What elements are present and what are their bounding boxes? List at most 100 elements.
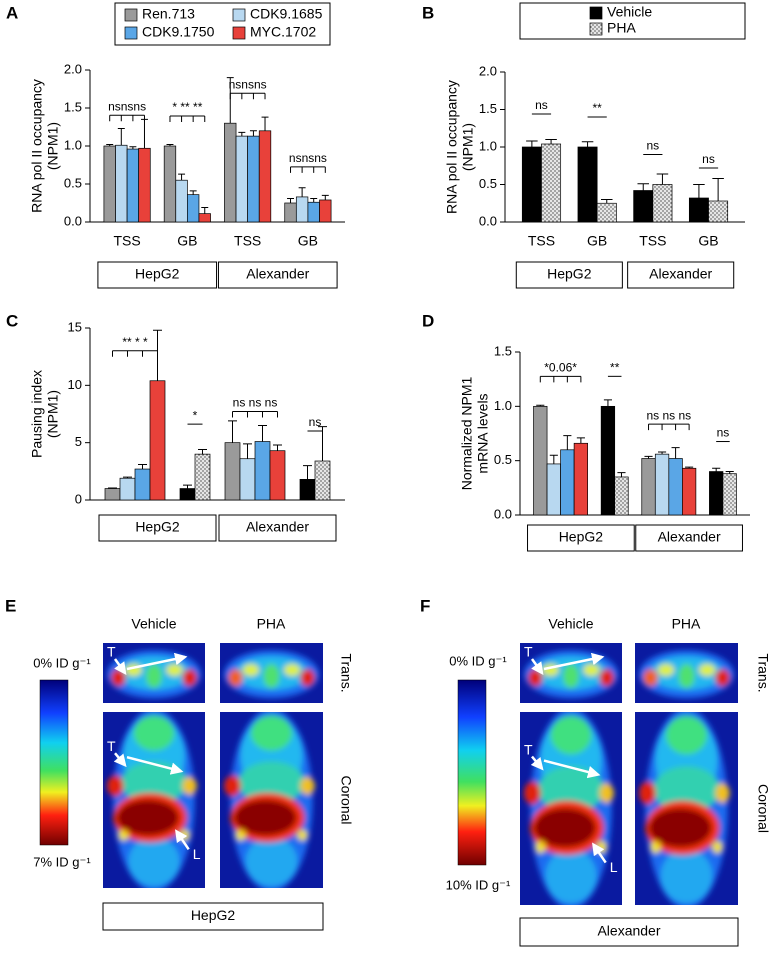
scan-signal bbox=[562, 664, 580, 688]
x-tick-label: TSS bbox=[113, 233, 140, 249]
error-bar bbox=[106, 143, 114, 146]
y-tick-label: 15 bbox=[68, 319, 82, 334]
error-bar bbox=[321, 194, 329, 200]
scan-image bbox=[107, 650, 201, 699]
legend-swatch bbox=[124, 26, 138, 40]
bar bbox=[307, 201, 320, 223]
bar bbox=[709, 471, 724, 516]
significance-label: ** bbox=[610, 361, 620, 375]
significance-label: ** * * bbox=[122, 335, 148, 349]
significance-bracket bbox=[109, 114, 145, 122]
bar bbox=[708, 200, 729, 223]
panel-letter: B bbox=[422, 3, 434, 22]
error-bar bbox=[226, 77, 234, 124]
group-label: Alexander bbox=[246, 266, 309, 282]
group-box bbox=[519, 917, 739, 947]
scan-signal bbox=[650, 841, 661, 853]
significance-bracket bbox=[290, 166, 326, 173]
error-bar bbox=[238, 131, 246, 137]
scan-signal bbox=[242, 664, 260, 676]
bar bbox=[198, 213, 211, 223]
error-bar bbox=[637, 183, 649, 191]
panel-letter: E bbox=[5, 596, 16, 615]
group-box bbox=[627, 261, 735, 289]
column-label: PHA bbox=[257, 616, 286, 632]
significance-label: ns bbox=[717, 426, 730, 440]
annotation: T bbox=[107, 644, 116, 660]
group-label: Alexander bbox=[246, 519, 309, 535]
bar bbox=[247, 135, 260, 223]
legend-swatch bbox=[232, 8, 246, 22]
error-bar bbox=[141, 118, 148, 149]
scan-signal bbox=[245, 836, 298, 887]
group-label: HepG2 bbox=[135, 266, 180, 282]
error-bar bbox=[129, 146, 137, 150]
error-bar bbox=[123, 476, 132, 479]
error-bar bbox=[249, 130, 257, 137]
scan-image bbox=[224, 650, 319, 699]
bar bbox=[641, 458, 656, 516]
y-tick-label: 10 bbox=[68, 377, 82, 392]
scan-signal bbox=[238, 761, 305, 804]
group-box bbox=[102, 902, 324, 931]
significance-bracket bbox=[539, 375, 582, 383]
legend-label: Vehicle bbox=[607, 4, 652, 20]
bar bbox=[126, 148, 140, 223]
error-bar bbox=[201, 207, 209, 214]
group-label: HepG2 bbox=[547, 266, 592, 282]
error-bar bbox=[273, 444, 282, 451]
significance-bracket bbox=[229, 92, 266, 100]
scan-signal bbox=[235, 829, 246, 841]
scan-signal bbox=[643, 669, 658, 687]
x-tick-label: GB bbox=[177, 233, 197, 249]
y-tick-label: 2.0 bbox=[479, 63, 497, 78]
error-bar bbox=[258, 424, 267, 442]
error-bar bbox=[303, 465, 312, 480]
arrow bbox=[530, 658, 544, 676]
bar bbox=[104, 488, 121, 501]
y-axis-label: (NPM1) bbox=[460, 123, 476, 171]
y-axis-label: mRNA levels bbox=[475, 393, 491, 473]
bar bbox=[235, 135, 248, 223]
scan-signal bbox=[300, 777, 315, 795]
scan-signal bbox=[182, 669, 197, 687]
bar bbox=[633, 190, 654, 223]
error-bar bbox=[603, 399, 612, 407]
y-axis-label: Pausing index bbox=[29, 370, 45, 458]
significance-label: nsnsns bbox=[108, 99, 146, 113]
bar bbox=[254, 441, 271, 501]
error-bar bbox=[166, 143, 174, 146]
scan-signal bbox=[660, 849, 713, 904]
annotation: T bbox=[524, 741, 533, 757]
row-label: Coronal bbox=[338, 775, 354, 824]
scale-max-label: 7% ID g⁻¹ bbox=[33, 854, 91, 869]
scan-signal bbox=[649, 808, 712, 848]
arrow bbox=[113, 658, 127, 676]
y-tick-label: 5 bbox=[75, 434, 82, 449]
scan-signal bbox=[300, 669, 315, 687]
arrow bbox=[126, 652, 188, 671]
scan-signal bbox=[599, 783, 614, 803]
legend-label: PHA bbox=[607, 20, 636, 36]
row-label: Trans. bbox=[755, 653, 771, 692]
x-tick-label: TSS bbox=[528, 233, 555, 249]
significance-label: ns bbox=[535, 98, 548, 112]
significance-bracket bbox=[112, 350, 158, 357]
significance-label: *0.06* bbox=[544, 361, 577, 375]
scan-signal bbox=[583, 664, 600, 676]
y-axis-label: (NPM1) bbox=[45, 122, 61, 170]
legend-swatch bbox=[232, 26, 246, 40]
significance-label: ns ns ns bbox=[646, 408, 691, 422]
scan-signal bbox=[534, 808, 596, 848]
legend-swatch bbox=[589, 22, 603, 36]
bar bbox=[119, 477, 136, 501]
scan-signal bbox=[224, 775, 241, 797]
bar bbox=[722, 473, 737, 516]
y-tick-label: 1.0 bbox=[64, 137, 82, 152]
scan-signal bbox=[715, 669, 730, 687]
group-label: Alexander bbox=[658, 529, 721, 545]
row-label: Trans. bbox=[338, 653, 354, 692]
scan-signal bbox=[250, 715, 293, 751]
scan-signal bbox=[524, 781, 541, 805]
error-bar bbox=[117, 128, 125, 146]
